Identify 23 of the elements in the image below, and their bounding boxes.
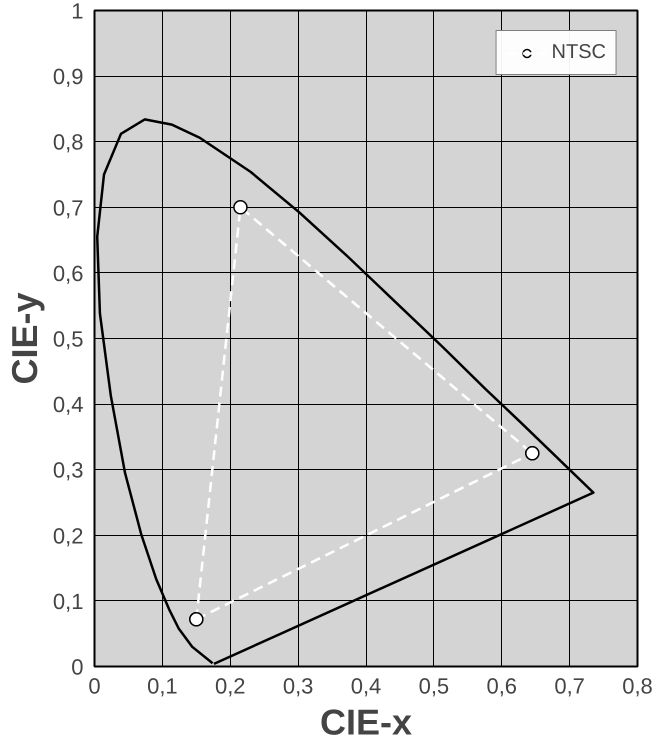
- x-tick-label: 0,3: [282, 674, 314, 698]
- legend-label: NTSC: [552, 41, 606, 64]
- x-tick-label: 0: [88, 674, 101, 698]
- x-tick-label: 0,7: [554, 674, 585, 698]
- y-tick-label: 0,8: [52, 130, 84, 155]
- x-tick-label: 0,5: [418, 674, 450, 698]
- y-tick-label: 0,9: [52, 64, 84, 90]
- y-tick-label: 0,2: [52, 523, 84, 548]
- y-tick-label: 0: [71, 654, 84, 680]
- x-tick-label: 0,1: [147, 674, 178, 698]
- y-axis-title: CIE-y: [4, 292, 45, 385]
- x-tick-label: 0,6: [486, 674, 518, 698]
- y-tick-label: 0,3: [52, 458, 84, 483]
- x-tick-label: 0,2: [214, 674, 246, 698]
- x-tick-label: 0,8: [622, 674, 653, 698]
- y-tick-label: 1: [71, 0, 84, 24]
- y-tick-label: 0,4: [52, 392, 84, 418]
- x-axis-title: CIE-x: [320, 702, 412, 742]
- y-tick-label: 0,1: [52, 588, 84, 614]
- y-tick-label: 0,6: [52, 260, 84, 286]
- y-tick-label: 0,7: [52, 195, 84, 220]
- y-tick-label: 0,5: [52, 326, 84, 352]
- x-tick-label: 0,4: [350, 674, 382, 698]
